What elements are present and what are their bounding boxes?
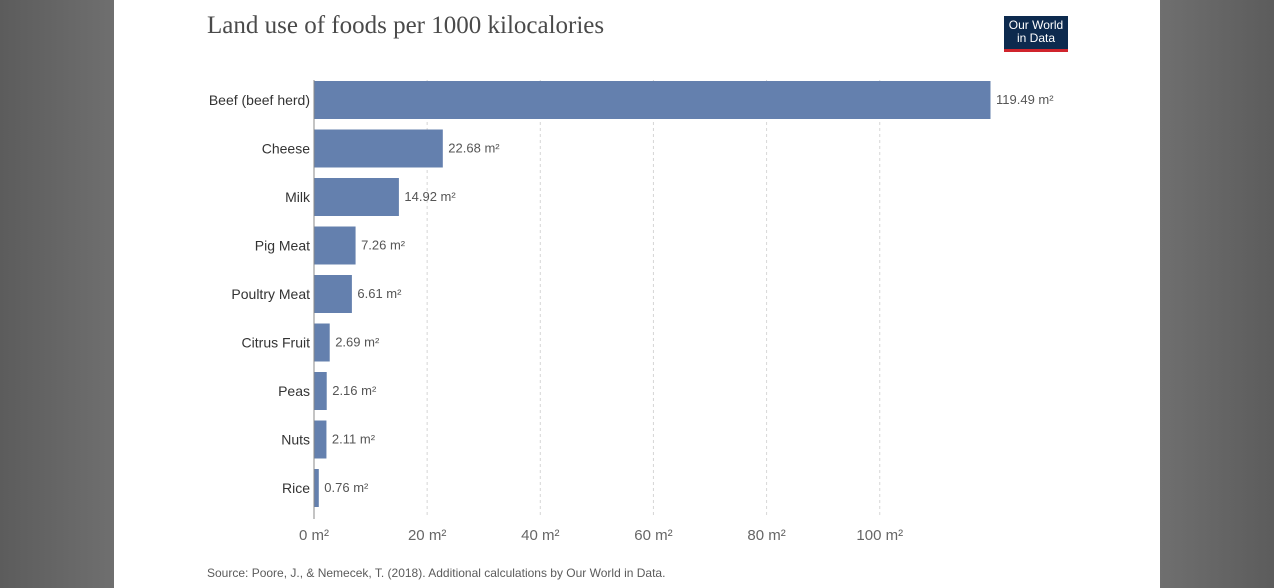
bar [314,275,352,313]
logo-line-2: in Data [1016,31,1056,45]
left-backdrop [0,0,114,588]
bar [314,372,327,410]
value-label: 7.26 m² [361,238,406,253]
category-label: Milk [285,189,311,205]
bar [314,129,443,168]
value-label: 0.76 m² [324,480,369,495]
bar [314,469,319,507]
value-label: 2.11 m² [332,432,376,447]
category-label: Poultry Meat [231,286,310,302]
chart-card: Land use of foods per 1000 kilocalories … [114,0,1160,588]
x-tick-label: 0 m² [299,527,329,544]
x-tick-label: 40 m² [521,527,559,544]
value-label: 2.16 m² [332,383,377,398]
value-label: 119.49 m² [996,92,1054,107]
x-tick-label: 60 m² [634,527,672,544]
x-tick-label: 80 m² [747,527,785,544]
bar [314,226,356,265]
category-label: Cheese [262,141,310,157]
bar-chart: 0 m² 20 m² 40 m² 60 m² 80 m² 100 m² Beef (beef… [209,80,1054,544]
value-label: 2.69 m² [335,335,380,350]
value-label: 22.68 m² [448,141,500,156]
category-label: Rice [282,480,310,496]
x-tick-label: 20 m² [408,527,446,544]
right-backdrop [1160,0,1274,588]
owid-logo[interactable]: Our World in Data [1004,16,1068,52]
bar [314,81,991,119]
category-label: Pig Meat [255,238,310,254]
value-label: 6.61 m² [357,286,402,301]
bar [314,178,399,216]
category-label: Peas [278,383,310,399]
value-label: 14.92 m² [404,189,456,204]
category-label: Beef (beef herd) [209,92,310,108]
category-label: Citrus Fruit [242,335,311,351]
x-tick-label: 100 m² [856,527,903,544]
bar [314,420,327,459]
logo-line-1: Our World [1008,18,1064,32]
category-label: Nuts [281,432,310,448]
bar [314,323,330,362]
source-note: Source: Poore, J., & Nemecek, T. (2018).… [207,566,666,580]
chart-title: Land use of foods per 1000 kilocalories [207,12,605,39]
